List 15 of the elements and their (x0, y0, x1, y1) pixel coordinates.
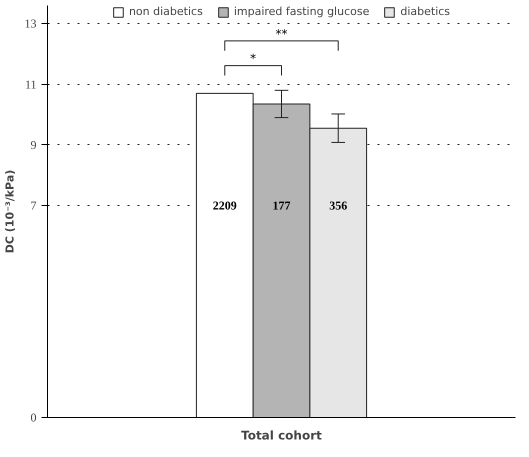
annotation: * (250, 52, 256, 66)
y-tick-label: 13 (24, 16, 36, 31)
x-tick-label: Total cohort (241, 428, 322, 442)
y-tick-label: 11 (24, 77, 37, 92)
legend-label: impaired fasting glucose (234, 5, 370, 18)
annotation: 356 (329, 198, 348, 212)
annotation: ** (276, 26, 288, 41)
y-tick-label: 7 (30, 198, 36, 212)
legend-label: non diabetics (128, 5, 203, 18)
y-axis-title: DC (10⁻³/kPa) (4, 170, 16, 254)
annotation: 2209 (212, 198, 237, 212)
y-tick-label: 9 (30, 138, 36, 152)
legend-label: diabetics (400, 5, 450, 18)
annotation: 177 (272, 198, 290, 212)
y-tick-label: 0 (30, 410, 36, 424)
